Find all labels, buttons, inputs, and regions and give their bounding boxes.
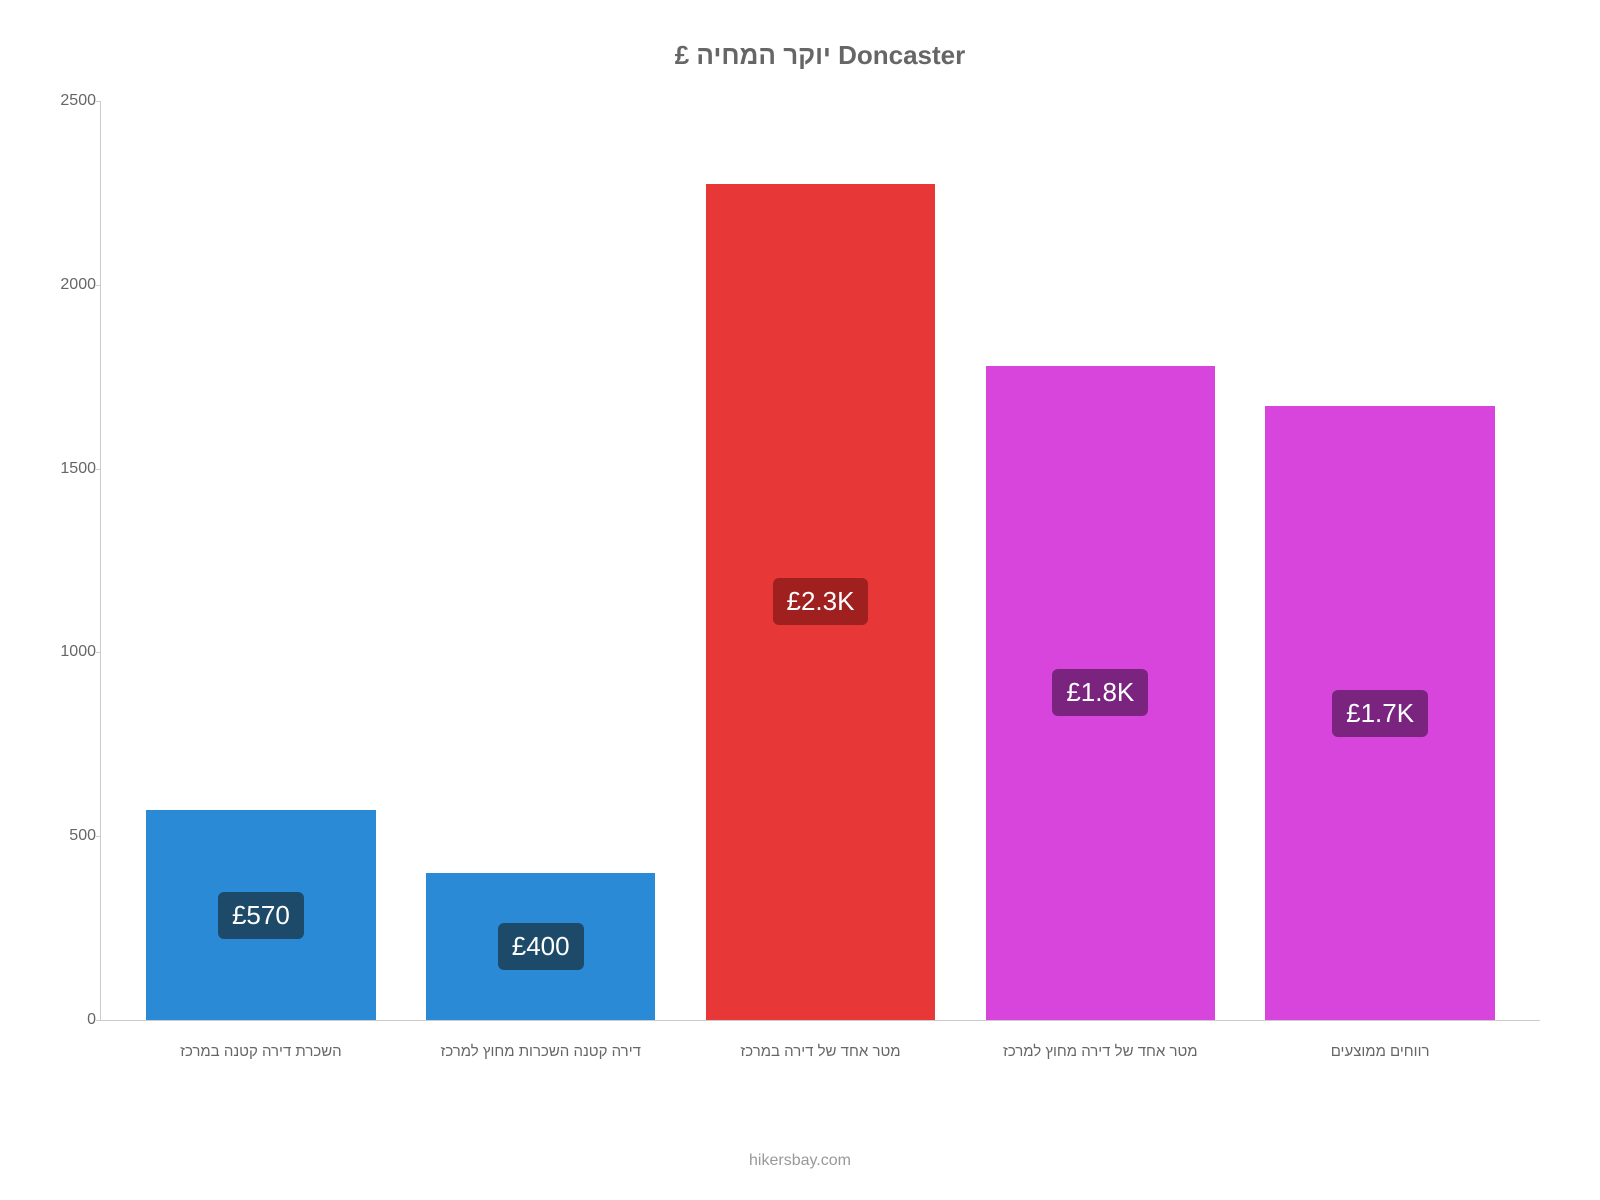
- x-axis-label: מטר אחד של דירה במרכז: [681, 1043, 961, 1060]
- bar: £1.8K: [986, 366, 1215, 1020]
- y-tick-label: 0: [41, 1011, 96, 1029]
- y-tick-label: 1000: [41, 643, 96, 661]
- x-axis-label: מטר אחד של דירה מחוץ למרכז: [960, 1043, 1240, 1060]
- bar-slot: £2.3K: [681, 101, 961, 1020]
- bar: £2.3K: [706, 184, 935, 1020]
- bars-wrapper: £570 £400 £2.3K £1.8K £1.7K: [101, 101, 1540, 1020]
- bar-slot: £1.8K: [960, 101, 1240, 1020]
- bar-slot: £570: [121, 101, 401, 1020]
- bar-value-label: £2.3K: [773, 578, 869, 625]
- chart-title: £ יוקר המחיה Doncaster: [100, 40, 1540, 71]
- bar: £570: [146, 810, 375, 1020]
- bar-value-label: £1.7K: [1332, 690, 1428, 737]
- bar-value-label: £400: [498, 923, 584, 970]
- chart-container: £ יוקר המחיה Doncaster 0 500 1000 1500 2000 2…: [0, 0, 1600, 1200]
- y-tick-label: 2500: [41, 92, 96, 110]
- x-axis-label: רווחים ממוצעים: [1240, 1043, 1520, 1060]
- y-tick-label: 500: [41, 827, 96, 845]
- x-axis-label: דירה קטנה השכרות מחוץ למרכז: [401, 1043, 681, 1060]
- bar-value-label: £1.8K: [1052, 669, 1148, 716]
- plot-area: 05001000150020002500 £570£400£2.3K£1.8K£…: [100, 101, 1540, 1021]
- x-axis-labels: השכרת דירה קטנה במרכזדירה קטנה השכרות מח…: [101, 1043, 1540, 1060]
- y-tick-label: 2000: [41, 276, 96, 294]
- bar-value-label: £570: [218, 892, 304, 939]
- y-axis: 05001000150020002500: [41, 101, 96, 1020]
- x-axis-label: השכרת דירה קטנה במרכז: [121, 1043, 401, 1060]
- attribution-text: hikersbay.com: [0, 1152, 1600, 1170]
- y-tick-label: 1500: [41, 460, 96, 478]
- bar: £1.7K: [1265, 406, 1494, 1020]
- bar-slot: £400: [401, 101, 681, 1020]
- bar-slot: £1.7K: [1240, 101, 1520, 1020]
- bar: £400: [426, 873, 655, 1020]
